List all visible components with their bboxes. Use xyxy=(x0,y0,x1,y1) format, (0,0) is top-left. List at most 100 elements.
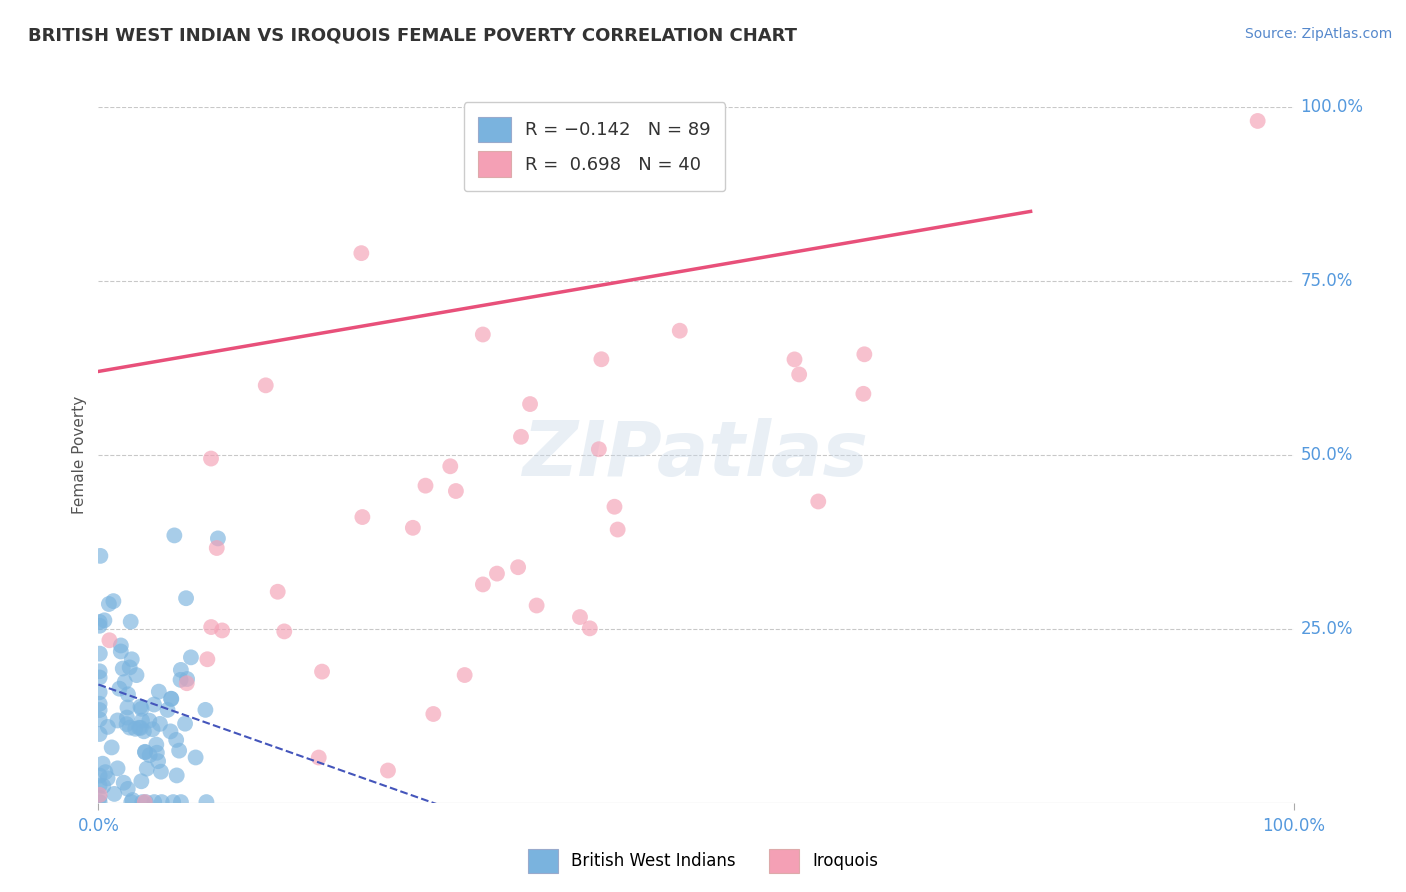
Point xyxy=(89,685,111,699)
Point xyxy=(174,716,197,731)
Point xyxy=(254,378,277,392)
Point xyxy=(128,721,150,735)
Point xyxy=(117,687,139,701)
Point xyxy=(121,793,143,807)
Text: ZIPatlas: ZIPatlas xyxy=(523,418,869,491)
Point xyxy=(132,724,155,739)
Point xyxy=(89,671,111,685)
Point xyxy=(439,459,461,474)
Point xyxy=(526,599,548,613)
Point xyxy=(170,795,193,809)
Point xyxy=(579,621,602,635)
Text: 25.0%: 25.0% xyxy=(1301,620,1353,638)
Text: 75.0%: 75.0% xyxy=(1301,272,1353,290)
Point xyxy=(211,624,233,638)
Point xyxy=(89,615,111,629)
Point xyxy=(783,352,806,367)
Point xyxy=(111,662,134,676)
Point xyxy=(134,745,156,759)
Point xyxy=(519,397,541,411)
Point xyxy=(422,706,444,721)
Point xyxy=(125,668,148,682)
Point xyxy=(444,483,467,498)
Point xyxy=(107,714,129,728)
Point xyxy=(110,644,132,658)
Point xyxy=(94,765,117,780)
Point xyxy=(115,710,138,724)
Point xyxy=(129,721,152,735)
Point xyxy=(91,756,114,771)
Point xyxy=(169,673,191,687)
Point xyxy=(453,668,475,682)
Text: BRITISH WEST INDIAN VS IROQUOIS FEMALE POVERTY CORRELATION CHART: BRITISH WEST INDIAN VS IROQUOIS FEMALE P… xyxy=(28,27,797,45)
Point xyxy=(100,740,122,755)
Point xyxy=(131,795,153,809)
Point xyxy=(135,762,157,776)
Point xyxy=(134,795,156,809)
Point xyxy=(129,699,152,714)
Point xyxy=(89,790,111,805)
Point xyxy=(149,717,172,731)
Y-axis label: Female Poverty: Female Poverty xyxy=(72,396,87,514)
Point xyxy=(163,528,186,542)
Point xyxy=(1246,114,1268,128)
Point xyxy=(174,591,197,606)
Point xyxy=(149,764,172,779)
Point xyxy=(89,768,111,782)
Point xyxy=(591,352,613,367)
Point xyxy=(853,347,876,361)
Point xyxy=(134,745,156,759)
Point xyxy=(350,246,373,260)
Point xyxy=(402,521,425,535)
Point xyxy=(143,795,166,809)
Point xyxy=(377,764,399,778)
Point xyxy=(165,732,187,747)
Point xyxy=(107,761,129,775)
Point xyxy=(89,727,111,741)
Point xyxy=(176,672,198,686)
Point xyxy=(606,523,628,537)
Point xyxy=(852,386,875,401)
Point xyxy=(471,327,494,342)
Point xyxy=(205,541,228,555)
Point xyxy=(311,665,333,679)
Point xyxy=(142,723,165,737)
Point xyxy=(97,772,120,786)
Point xyxy=(180,650,202,665)
Point xyxy=(787,368,810,382)
Point xyxy=(471,577,494,591)
Point xyxy=(89,647,111,661)
Point xyxy=(117,781,139,796)
Point xyxy=(120,795,142,809)
Point xyxy=(143,698,166,712)
Point xyxy=(200,451,222,466)
Point xyxy=(108,681,131,696)
Point xyxy=(89,619,111,633)
Point xyxy=(97,597,120,611)
Point xyxy=(89,665,111,679)
Point xyxy=(89,788,111,802)
Point xyxy=(352,510,374,524)
Point xyxy=(114,675,136,690)
Point xyxy=(207,532,229,546)
Point xyxy=(510,430,533,444)
Point xyxy=(195,652,218,666)
Point xyxy=(603,500,626,514)
Text: 100.0%: 100.0% xyxy=(1301,98,1364,116)
Point xyxy=(588,442,610,457)
Point xyxy=(115,717,138,731)
Point xyxy=(167,744,190,758)
Point xyxy=(200,620,222,634)
Point xyxy=(89,703,111,717)
Point xyxy=(176,676,198,690)
Point xyxy=(120,615,142,629)
Point xyxy=(160,691,183,706)
Point xyxy=(118,721,141,735)
Point xyxy=(93,613,115,627)
Point xyxy=(170,663,193,677)
Point xyxy=(146,754,169,768)
Point xyxy=(138,748,160,763)
Point xyxy=(807,494,830,508)
Point xyxy=(308,750,330,764)
Point xyxy=(162,795,184,809)
